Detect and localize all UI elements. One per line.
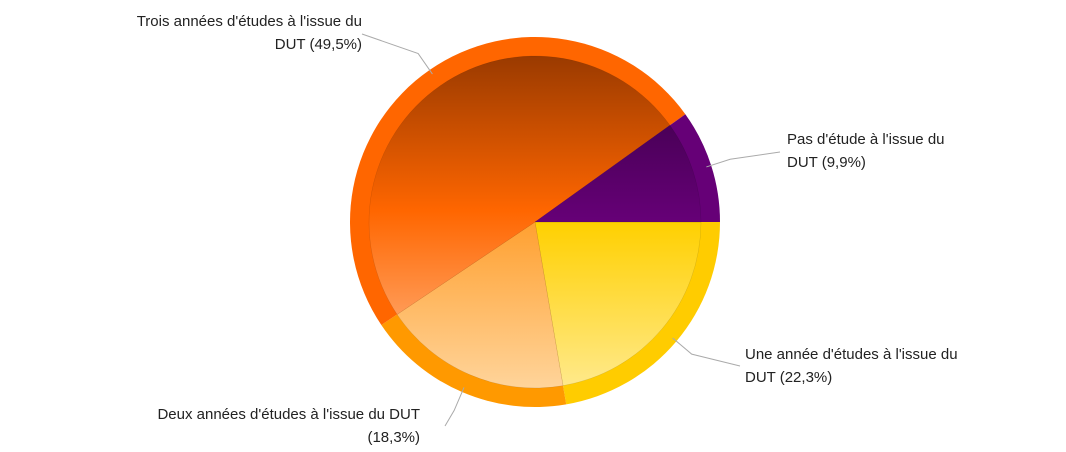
pie-slice-inner — [396, 221, 564, 389]
leader-line — [706, 151, 781, 168]
slice-label: DUT (22,3%) — [745, 369, 832, 386]
slice-label: (18,3%) — [367, 429, 420, 446]
leader-line — [361, 33, 433, 75]
pie-slice-inner — [534, 221, 702, 386]
leader-line — [444, 387, 465, 427]
pie-slice-inner — [534, 124, 702, 223]
leader-line — [672, 337, 741, 367]
slice-label: DUT (9,9%) — [787, 154, 866, 171]
slice-label: Pas d'étude à l'issue du — [787, 131, 945, 148]
pie-slice-inner — [368, 55, 671, 315]
slice-label: Une année d'études à l'issue du — [745, 346, 958, 363]
slice-label: Deux années d'études à l'issue du DUT — [157, 406, 420, 423]
slice-label: DUT (49,5%) — [275, 36, 362, 53]
slice-label: Trois années d'études à l'issue du — [137, 13, 362, 30]
